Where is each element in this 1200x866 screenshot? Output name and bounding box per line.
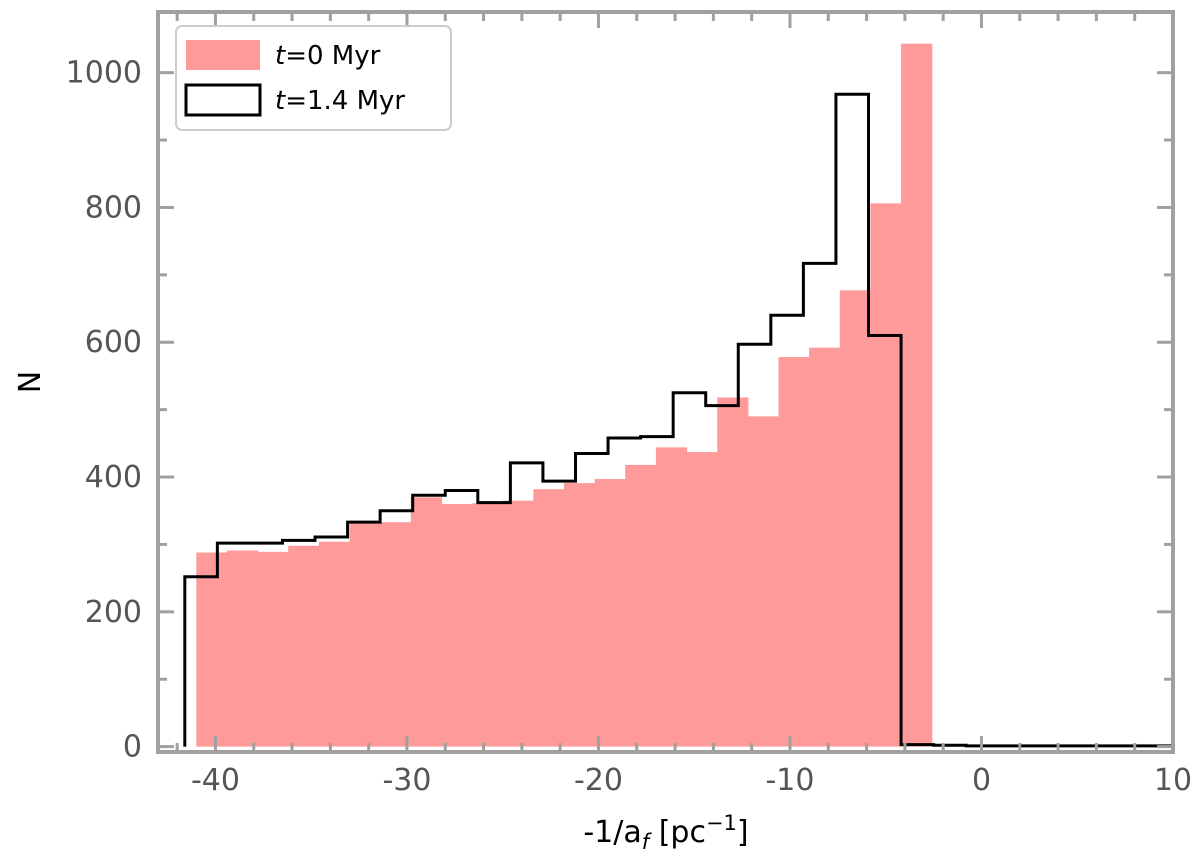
x-axis-label-subscript: f bbox=[642, 830, 653, 854]
histogram-bar bbox=[839, 290, 872, 747]
histogram-bar bbox=[778, 357, 810, 747]
histogram-bar bbox=[349, 523, 381, 747]
y-tick-label: 800 bbox=[85, 190, 142, 225]
x-axis-label: -1/af [pc−1] bbox=[583, 811, 748, 854]
histogram-bar bbox=[441, 503, 473, 747]
histogram-bar bbox=[625, 464, 657, 747]
histogram-bar bbox=[257, 551, 289, 747]
histogram-bar bbox=[686, 452, 718, 747]
legend-entry-t14-var: t bbox=[275, 86, 286, 116]
x-axis-label-main: -1/a bbox=[583, 815, 641, 850]
histogram-bar bbox=[472, 503, 504, 747]
y-tick-label: 0 bbox=[123, 730, 142, 765]
legend-entry-t0: t=0 Myr bbox=[275, 41, 381, 71]
x-axis-label-unit: [pc bbox=[649, 815, 706, 850]
y-tick-label: 200 bbox=[85, 595, 142, 630]
histogram-bar bbox=[747, 416, 780, 747]
legend-swatch-step bbox=[184, 83, 262, 117]
histogram-bar bbox=[809, 347, 841, 747]
histogram-bar bbox=[717, 397, 749, 747]
step-histogram-line bbox=[183, 92, 1173, 748]
legend-entry-t14-rest: =1.4 Myr bbox=[285, 86, 405, 116]
x-tick-label: -20 bbox=[574, 763, 623, 798]
histogram-bar bbox=[380, 522, 412, 747]
histogram-bar bbox=[502, 500, 534, 747]
histogram-bar bbox=[410, 497, 443, 747]
y-axis-label: N bbox=[13, 371, 48, 393]
x-tick-label: -10 bbox=[765, 763, 814, 798]
x-tick-label: 10 bbox=[1154, 763, 1192, 798]
legend-entry-t0-var: t bbox=[275, 41, 286, 71]
histogram-bar bbox=[288, 545, 320, 747]
histogram-bar bbox=[901, 43, 933, 747]
histogram-bar bbox=[226, 550, 259, 747]
x-tick-label: -40 bbox=[191, 763, 240, 798]
histogram-bar bbox=[594, 479, 626, 747]
bars-layer bbox=[196, 43, 933, 747]
y-tick-label: 400 bbox=[85, 460, 142, 495]
legend: t=0 Myr t=1.4 Myr bbox=[175, 25, 452, 131]
histogram-bar bbox=[870, 203, 902, 747]
ticks-layer bbox=[158, 12, 1175, 752]
histogram-bar bbox=[533, 489, 565, 747]
y-tick-label: 600 bbox=[85, 325, 142, 360]
x-tick-label: 0 bbox=[972, 763, 991, 798]
plot-frame bbox=[156, 10, 1175, 754]
histogram-bar bbox=[655, 447, 688, 747]
x-axis-label-unit-close: ] bbox=[737, 815, 749, 850]
legend-entry-t0-rest: =0 Myr bbox=[285, 41, 380, 71]
histogram-bar bbox=[196, 552, 228, 747]
histogram-bar bbox=[318, 541, 351, 747]
x-axis-label-unit-exponent: −1 bbox=[706, 811, 737, 835]
y-tick-label: 1000 bbox=[66, 56, 142, 91]
legend-entry-t14: t=1.4 Myr bbox=[275, 86, 405, 116]
legend-swatch-filled bbox=[186, 40, 260, 70]
x-tick-label: -30 bbox=[382, 763, 431, 798]
histogram-bar bbox=[564, 483, 596, 747]
